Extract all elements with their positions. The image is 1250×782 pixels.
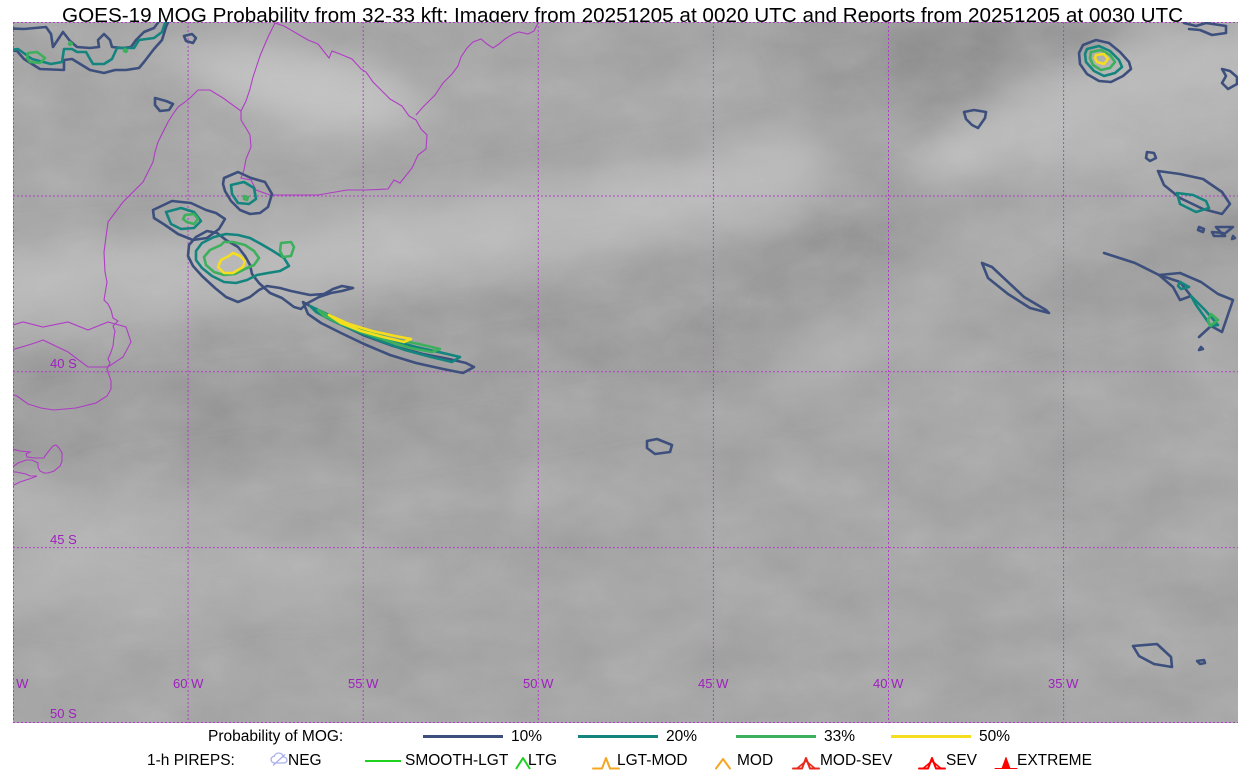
- svg-text:50 S: 50 S: [50, 706, 77, 721]
- svg-text:40 S: 40 S: [50, 356, 77, 371]
- svg-text:60 W: 60 W: [173, 676, 204, 691]
- svg-text:35 W: 35 W: [1048, 676, 1079, 691]
- svg-text:55 W: 55 W: [348, 676, 379, 691]
- svg-text:50 W: 50 W: [523, 676, 554, 691]
- svg-text:40 W: 40 W: [873, 676, 904, 691]
- svg-text:45 S: 45 S: [50, 532, 77, 547]
- svg-text:65 W: 65 W: [13, 676, 29, 691]
- svg-text:45 W: 45 W: [698, 676, 729, 691]
